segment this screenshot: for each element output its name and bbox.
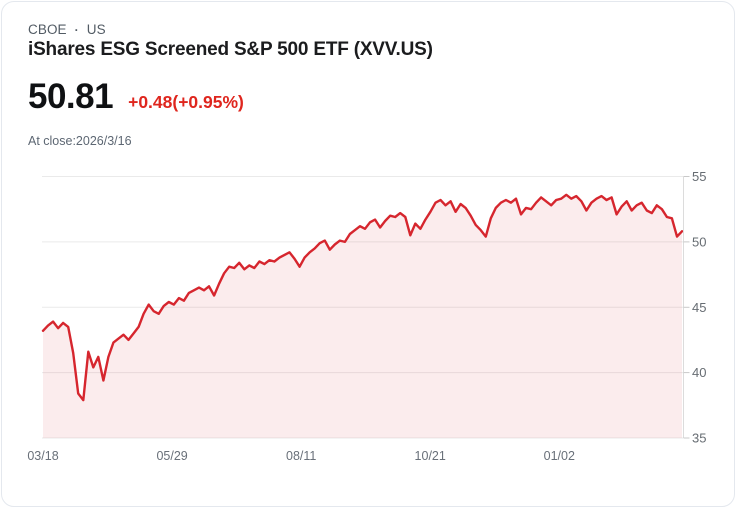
x-tick-label: 03/18	[27, 449, 58, 463]
exchange-row: CBOE · US	[28, 22, 106, 37]
area-fill	[43, 194, 682, 438]
y-tick-label: 45	[692, 300, 706, 315]
price-change: +0.48(+0.95%)	[128, 92, 244, 112]
region-label: US	[86, 22, 106, 37]
price-row: 50.81 +0.48(+0.95%)	[28, 77, 244, 117]
last-price: 50.81	[28, 77, 114, 116]
x-tick-label: 10/21	[415, 449, 446, 463]
y-tick-label: 35	[692, 431, 706, 446]
x-tick-label: 01/02	[544, 449, 575, 463]
instrument-title: iShares ESG Screened S&P 500 ETF (XVV.US…	[28, 39, 433, 60]
exchange-label: CBOE	[28, 22, 67, 37]
dot-separator: ·	[74, 22, 79, 37]
at-close-timestamp: At close:2026/3/16	[28, 134, 132, 148]
y-tick-label: 40	[692, 365, 706, 380]
y-tick-label: 55	[692, 169, 706, 184]
x-tick-label: 05/29	[156, 449, 187, 463]
price-line	[41, 193, 684, 402]
x-tick-label: 08/11	[286, 449, 316, 463]
y-tick-label: 50	[692, 234, 706, 249]
